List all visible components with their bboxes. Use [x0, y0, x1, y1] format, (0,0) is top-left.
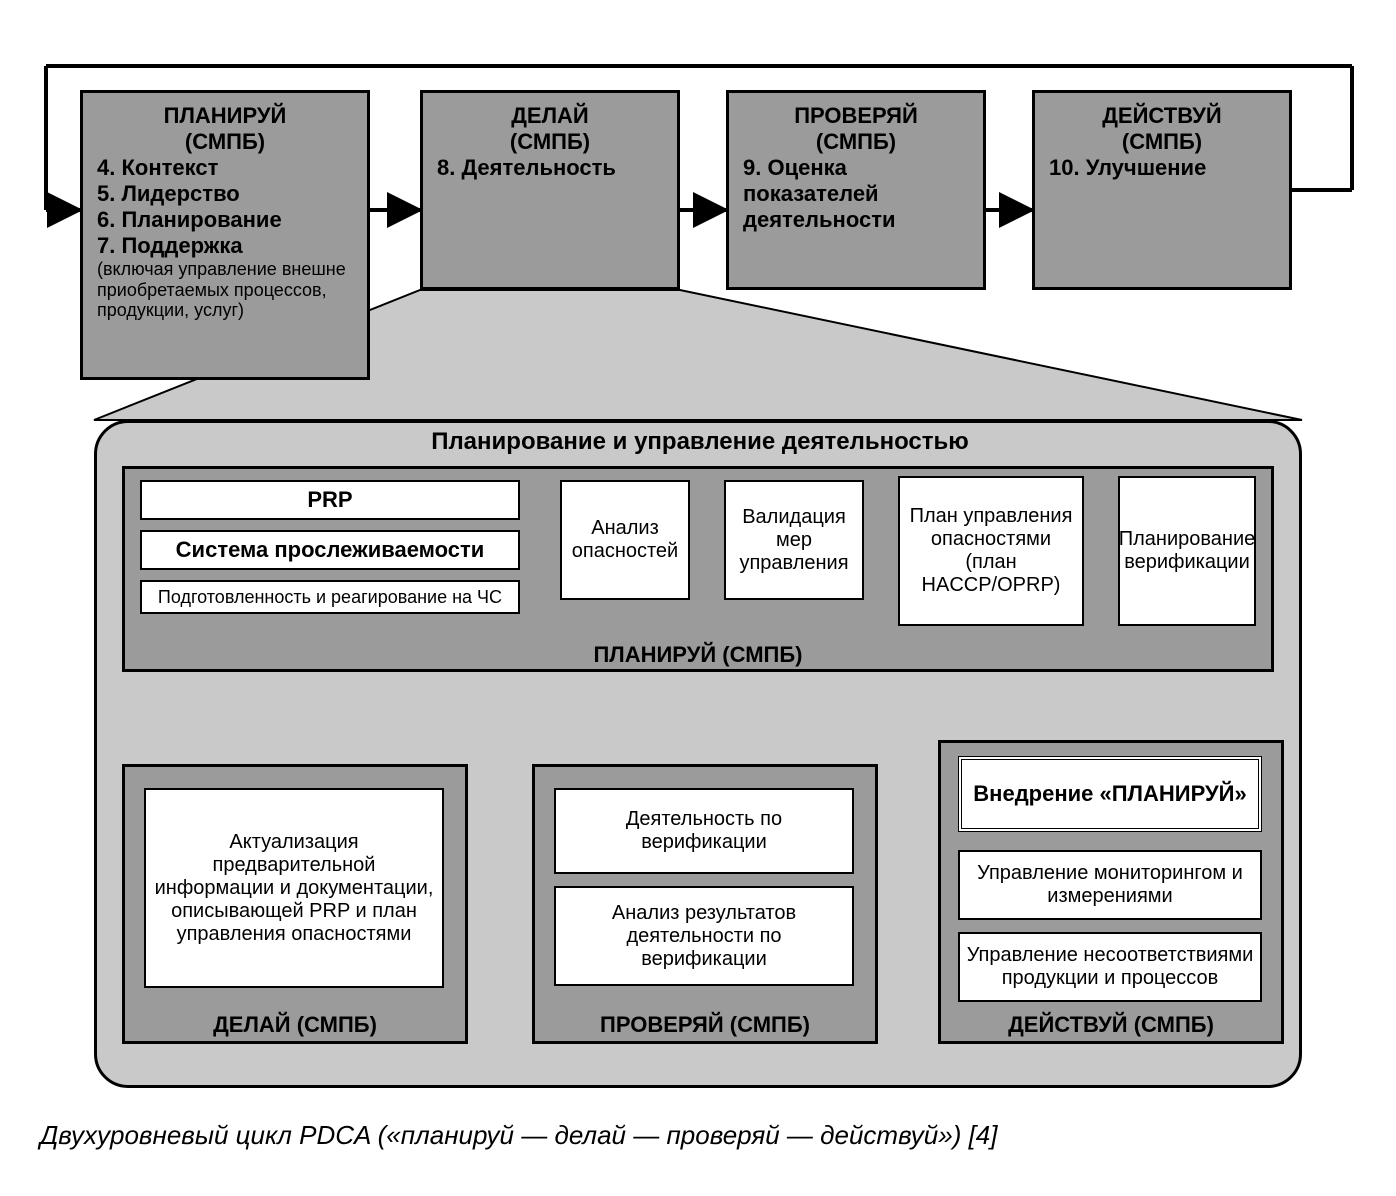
top-box-sub: (СМПБ) — [743, 129, 969, 155]
top-box-item: 4. Контекст — [97, 155, 353, 181]
plan-right-chip: План управления опасностями (план HACCP/… — [898, 476, 1084, 626]
plan-left-chip: PRP — [140, 480, 520, 520]
top-box-sub: (СМПБ) — [97, 129, 353, 155]
bottom-chip: Управление мониторингом и измерениями — [958, 850, 1262, 920]
top-box-do: ДЕЛАЙ(СМПБ)8. Деятельность — [420, 90, 680, 290]
figure-caption: Двухуровневый цикл PDCA («планируй — дел… — [40, 1120, 997, 1151]
plan-right-chip: Валидация мер управления — [724, 480, 864, 600]
top-box-title: ПРОВЕРЯЙ — [743, 103, 969, 129]
top-box-sub: (СМПБ) — [1049, 129, 1275, 155]
top-box-title: ДЕЛАЙ — [437, 103, 663, 129]
top-box-act: ДЕЙСТВУЙ(СМПБ)10. Улучшение — [1032, 90, 1292, 290]
top-box-item: 6. Планирование — [97, 207, 353, 233]
top-box-plan: ПЛАНИРУЙ(СМПБ)4. Контекст5. Лидерство6. … — [80, 90, 370, 380]
diagram-stage: ПЛАНИРУЙ(СМПБ)4. Контекст5. Лидерство6. … — [20, 20, 1396, 1176]
plan-right-chip: Планирование верификации — [1118, 476, 1256, 626]
bottom-title-chip: Внедрение «ПЛАНИРУЙ» — [958, 756, 1262, 832]
top-box-check: ПРОВЕРЯЙ(СМПБ)9. Оценка показателей деят… — [726, 90, 986, 290]
top-box-item: 5. Лидерство — [97, 181, 353, 207]
bottom-chip: Актуализация предварительной информации … — [144, 788, 444, 988]
bottom-box-label: ДЕЛАЙ (СМПБ) — [122, 1012, 468, 1038]
plan-left-chip: Система прослеживаемости — [140, 530, 520, 570]
bottom-chip: Деятельность по верификации — [554, 788, 854, 874]
plan-left-chip: Подготовленность и реагирование на ЧС — [140, 580, 520, 614]
top-box-item: 10. Улучшение — [1049, 155, 1275, 181]
top-box-sub: (СМПБ) — [437, 129, 663, 155]
top-box-item: 8. Деятельность — [437, 155, 663, 181]
bottom-chip: Управление несоответствиями продукции и … — [958, 932, 1262, 1002]
top-box-item: 7. Поддержка — [97, 233, 353, 259]
inner-plan-label: ПЛАНИРУЙ (СМПБ) — [122, 642, 1274, 668]
bottom-chip: Анализ результатов деятельности по вериф… — [554, 886, 854, 986]
top-box-title: ДЕЙСТВУЙ — [1049, 103, 1275, 129]
top-box-item: 9. Оценка показателей деятельности — [743, 155, 969, 233]
bottom-box-label: ПРОВЕРЯЙ (СМПБ) — [532, 1012, 878, 1038]
plan-right-chip: Анализ опасностей — [560, 480, 690, 600]
top-box-title: ПЛАНИРУЙ — [97, 103, 353, 129]
bottom-box-label: ДЕЙСТВУЙ (СМПБ) — [938, 1012, 1284, 1038]
top-box-note: (включая управление внешне приобретаемых… — [97, 259, 353, 321]
panel-title: Планирование и управление деятельностью — [380, 428, 1020, 456]
